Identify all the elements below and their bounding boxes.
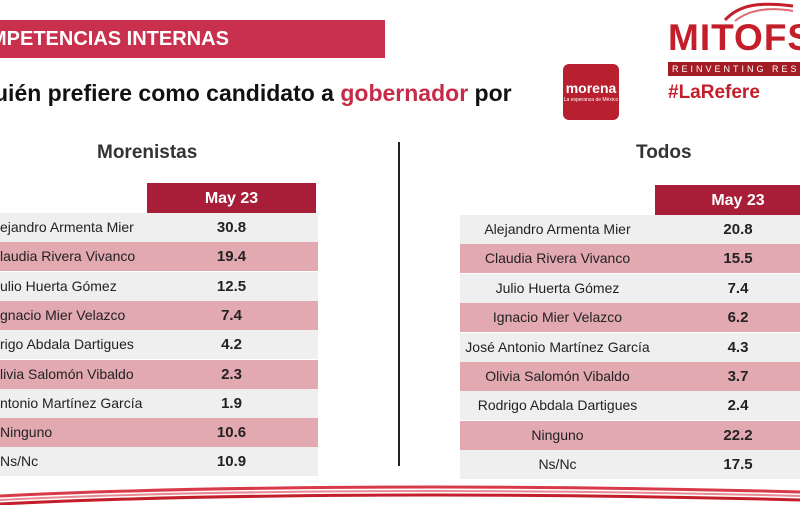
column-divider [398, 142, 400, 466]
question-title: uién prefiere como candidato a gobernado… [0, 80, 512, 107]
candidate-value: 17.5 [723, 456, 753, 474]
question-highlight: gobernador [340, 80, 469, 106]
candidate-name: Ignacio Mier Velazco [492, 309, 623, 326]
candidate-name: Olivia Salomón Vibaldo [485, 368, 630, 384]
candidate-value: 3.7 [727, 368, 749, 385]
right-table-row: Julio Huerta Gómez 7.4 [460, 273, 800, 303]
right-table-row: Alejandro Armenta Mier 20.8 [460, 215, 800, 244]
candidate-value: 10.6 [216, 424, 247, 442]
brand-logo: MITOFSK REINVENTING RESE #LaRefere [668, 18, 800, 104]
right-section-title: Todos [636, 142, 692, 163]
brand-swoosh-icon [723, 2, 794, 22]
left-table-row: laudia Rivera Vivanco 19.4 [0, 242, 318, 272]
candidate-value: 15.5 [723, 250, 753, 268]
candidate-value: 4.3 [727, 338, 749, 356]
candidate-name: Alejandro Armenta Mier [484, 221, 631, 237]
candidate-value: 2.4 [727, 397, 749, 415]
candidate-value: 20.8 [723, 221, 753, 238]
left-table-row: gnacio Mier Velazco 7.4 [0, 300, 318, 330]
candidate-value: 1.9 [221, 394, 242, 412]
question-prefix: uién prefiere como candidato a [0, 80, 341, 106]
left-table-row: ntonio Martínez García 1.9 [0, 388, 318, 418]
footer-stripes [0, 485, 800, 505]
left-table-row: Ns/Nc 10.9 [0, 447, 318, 477]
brand-tagline: REINVENTING RESE [668, 62, 800, 76]
morena-logo-tagline: La esperanza de México [563, 97, 619, 103]
candidate-value: 6.2 [727, 309, 749, 327]
candidate-value: 30.8 [216, 219, 247, 236]
question-suffix: por [468, 80, 512, 106]
left-table-row: Ninguno 10.6 [0, 418, 318, 448]
right-table-row: José Antonio Martínez García 4.3 [460, 332, 800, 362]
left-table-row: livia Salomón Vibaldo 2.3 [0, 359, 318, 389]
left-section-title: Morenistas [97, 142, 198, 163]
candidate-value: 7.4 [727, 279, 749, 297]
brand-name: MITOFSK [668, 18, 800, 58]
right-table-row: Ninguno 22.2 [460, 420, 800, 450]
candidate-name: Rodrigo Abdala Dartigues [477, 397, 638, 414]
candidate-name: Julio Huerta Gómez [495, 279, 620, 296]
candidate-name: Ninguno [531, 426, 584, 443]
section-banner: MPETENCIAS INTERNAS [0, 20, 385, 58]
candidate-name: livia Salomón Vibaldo [0, 365, 134, 382]
right-table-row: Olivia Salomón Vibaldo 3.7 [460, 362, 800, 391]
candidate-value: 7.4 [221, 306, 242, 324]
right-table-row: Rodrigo Abdala Dartigues 2.4 [460, 391, 800, 421]
candidate-name: ntonio Martínez García [0, 394, 143, 411]
left-table-row: rigo Abdala Dartigues 4.2 [0, 330, 318, 360]
candidate-name: laudia Rivera Vivanco [0, 248, 136, 265]
candidate-name: ejandro Armenta Mier [0, 219, 134, 235]
candidate-value: 4.2 [221, 336, 242, 354]
candidate-name: Claudia Rivera Vivanco [484, 250, 631, 267]
candidate-name: Ns/Nc [0, 453, 39, 470]
right-table-row: Ns/Nc 17.5 [460, 450, 800, 480]
candidate-name: rigo Abdala Dartigues [0, 336, 134, 353]
candidate-value: 19.4 [216, 248, 247, 266]
todos-column-header: May 23 [655, 185, 800, 216]
candidate-value: 12.5 [216, 277, 247, 295]
candidate-name: ulio Huerta Gómez [0, 277, 117, 294]
candidate-value: 2.3 [221, 365, 242, 383]
candidate-value: 10.9 [216, 453, 247, 471]
right-table-row: Ignacio Mier Velazco 6.2 [460, 303, 800, 333]
morena-logo-name: morena [565, 80, 617, 96]
candidate-name: Ns/Nc [538, 456, 577, 473]
left-table-row: ulio Huerta Gómez 12.5 [0, 271, 318, 301]
left-table-row: ejandro Armenta Mier 30.8 [0, 213, 318, 242]
brand-hashtag: #LaRefere [668, 82, 760, 103]
candidate-name: gnacio Mier Velazco [0, 306, 126, 323]
morena-logo: morena La esperanza de México [563, 64, 619, 120]
candidate-value: 22.2 [723, 426, 753, 444]
candidate-name: Ninguno [0, 424, 53, 441]
morenistas-column-header: May 23 [147, 183, 316, 214]
right-table-row: Claudia Rivera Vivanco 15.5 [460, 244, 800, 274]
candidate-name: José Antonio Martínez García [465, 338, 650, 355]
